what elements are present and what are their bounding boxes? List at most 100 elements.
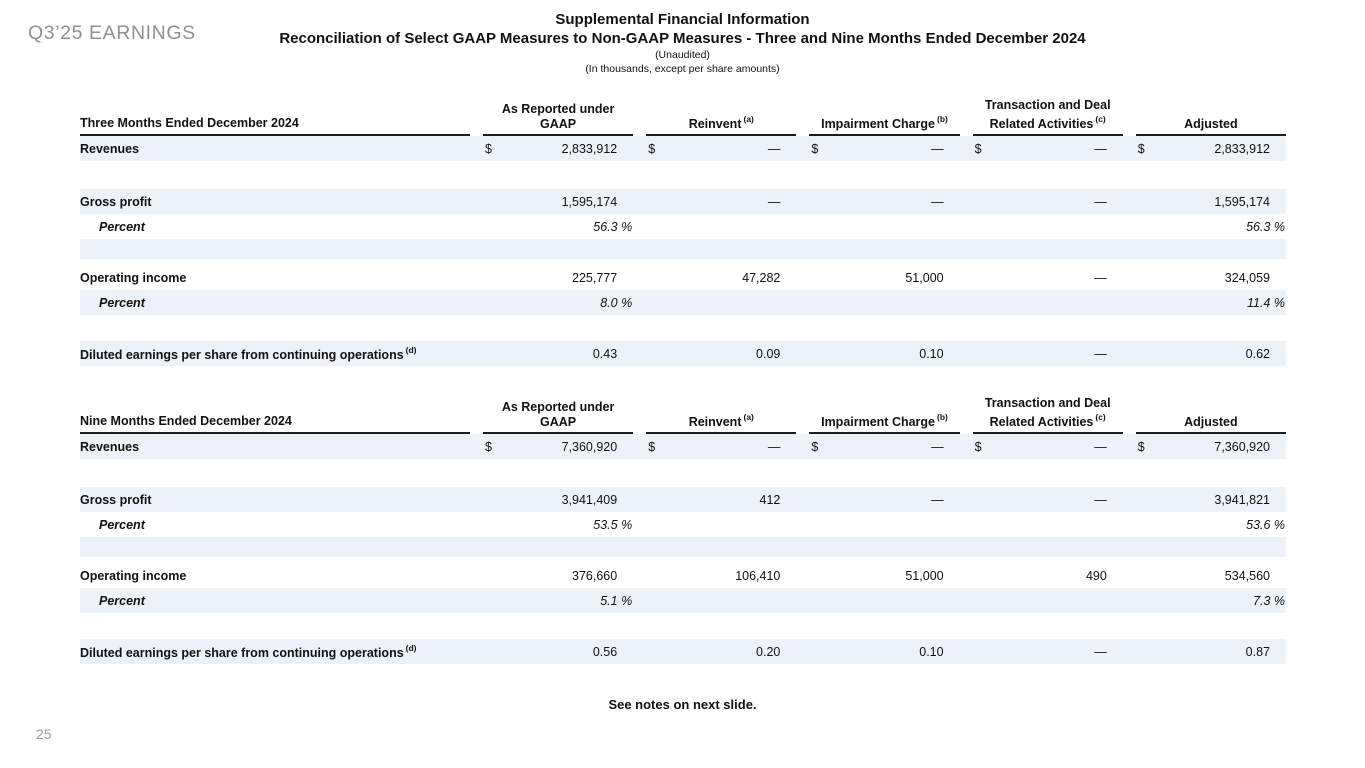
value-cell: 56.3 % [593,219,633,234]
value-cell: 0.43 [592,346,618,361]
value-cell: 3,941,821 [1214,492,1270,507]
value-cell: $ — [973,142,1123,156]
row-label: Percent [99,295,145,310]
value-cell: 11.4 % [1246,295,1285,310]
cell-value: 2,833,912 [561,141,618,156]
table-row: Operating income 376,660 106,410 51,000 490 5… [80,563,1286,588]
value-cell: 376,660 [572,568,618,583]
value-cell: 0.56 [592,644,618,659]
table-row: Revenues $7,360,920 $ — $ — $ — $7,360,920 [80,434,1286,460]
title-block: Supplemental Financial Information Recon… [0,10,1365,76]
value-cell: 0.62 [1245,346,1270,361]
footnote-marker: (a) [743,113,754,124]
value-cell: 0.87 [1245,644,1270,659]
dollar-sign: $ [1137,141,1145,156]
value-cell: 412 [759,492,781,507]
spacer-row [80,161,1286,189]
table-three-months: Three Months Ended December 2024 As Repor… [80,98,1286,367]
value-cell: $7,360,920 [483,440,633,454]
value-cell: — [931,194,944,209]
column-header-4: Adjusted [1135,415,1286,435]
spacer-row [80,459,1286,487]
footnote-marker: (b) [937,113,948,124]
spacer-row [80,315,1286,341]
dollar-sign: $ [648,439,656,454]
table-row: Diluted earnings per share from continui… [80,639,1286,665]
cell-value: 7,360,920 [561,439,618,454]
value-cell: 7.3 % [1253,593,1285,608]
company-logo: Q3’25 EARNINGS [28,22,196,44]
value-cell: 0.10 [919,346,944,361]
column-header-1: Reinvent (a) [646,411,797,435]
value-cell: 1,595,174 [1214,194,1270,209]
dollar-sign: $ [485,439,492,454]
spacer-row [80,537,1286,558]
cell-value: — [767,141,781,156]
dollar-sign: $ [811,141,819,156]
spacer-row [80,613,1286,639]
footnote-marker: (d) [405,344,417,355]
value-cell: $ — [646,142,796,156]
column-header-3: Transaction and Deal Related Activities (c… [972,98,1123,137]
page-number: 25 [36,726,52,742]
value-cell: $ — [973,440,1123,454]
slide-title: Supplemental Financial Information [555,11,810,28]
table-row: Gross profit 3,941,409 412 — — 3,941,821 [80,487,1286,513]
row-label: Percent [99,517,145,532]
table-header-row: Nine Months Ended December 2024 As Report… [80,396,1286,435]
footnote-marker: (c) [1095,411,1106,422]
row-label: Operating income [80,568,187,583]
footer-note: See notes on next slide. [608,697,757,712]
row-label: Percent [99,593,145,608]
value-cell: 47,282 [742,270,781,285]
column-header-2: Impairment Charge (b) [809,411,960,435]
units-note: (In thousands, except per share amounts) [585,63,780,75]
cell-value: — [931,141,944,156]
table-row: Revenues $2,833,912 $ — $ — $ — $2,833,912 [80,136,1286,162]
dollar-sign: $ [974,141,982,156]
unaudited-note: (Unaudited) [655,49,710,61]
footnote-marker: (a) [743,411,754,422]
value-cell: — [767,194,781,209]
value-cell: 56.3 % [1246,219,1285,234]
value-cell: 3,941,409 [561,492,618,507]
cell-value: — [931,439,944,454]
column-header-2: Impairment Charge (b) [809,113,960,137]
dollar-sign: $ [648,141,656,156]
dollar-sign: $ [485,141,492,156]
footnote-marker: (b) [937,411,948,422]
period-label: Three Months Ended December 2024 [80,116,470,137]
cell-value: 7,360,920 [1214,439,1270,454]
table-nine-months: Nine Months Ended December 2024 As Report… [80,396,1286,665]
value-cell: 8.0 % [600,295,633,310]
table-row: Gross profit 1,595,174 — — — 1,595,174 [80,189,1286,215]
value-cell: 225,777 [572,270,618,285]
dollar-sign: $ [974,439,982,454]
cell-value: 2,833,912 [1214,141,1270,156]
value-cell: — [1094,346,1107,361]
value-cell: — [931,492,944,507]
value-cell: — [1094,194,1107,209]
table-row: Percent 53.5 % 53.6 % [80,512,1286,537]
value-cell: $2,833,912 [483,142,633,156]
row-label: Revenues [80,439,140,454]
footnote-marker: (d) [405,642,417,653]
spacer-row [80,239,1286,260]
dollar-sign: $ [811,439,819,454]
value-cell: — [1094,644,1107,659]
row-label: Diluted earnings per share from continui… [80,344,417,362]
value-cell: — [1094,270,1107,285]
column-header-1: Reinvent (a) [646,113,797,137]
value-cell: 51,000 [905,270,944,285]
table-row: Diluted earnings per share from continui… [80,341,1286,367]
value-cell: 106,410 [735,568,781,583]
value-cell: $7,360,920 [1136,440,1286,454]
value-cell: 0.10 [919,644,944,659]
cell-value: — [1094,439,1107,454]
column-header-0: As Reported under GAAP [483,102,634,137]
value-cell: 534,560 [1224,568,1270,583]
column-header-4: Adjusted [1135,117,1286,137]
value-cell: 53.6 % [1246,517,1285,532]
row-label: Gross profit [80,194,152,209]
row-label: Gross profit [80,492,152,507]
